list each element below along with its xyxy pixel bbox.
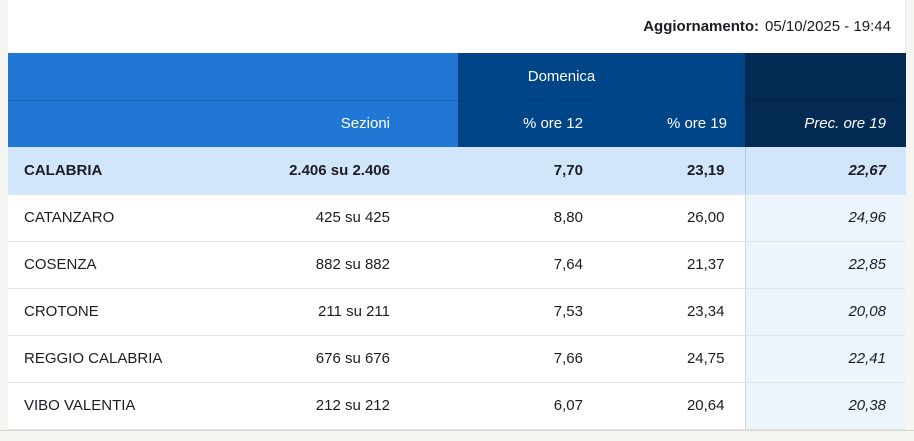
ore12-cell: 8,80 [458,194,601,242]
prec-ore19-cell: 24,96 [744,194,906,242]
table-row: REGGIO CALABRIA 676 su 676 7,66 24,75 22… [8,335,906,383]
sezioni-cell: 425 su 425 [208,194,458,242]
region-name-cell: CROTONE [8,288,208,336]
prec-ore19-cell: 22,85 [744,241,906,289]
page-bottom-strip [0,429,914,435]
sezioni-cell: 212 su 212 [208,382,458,430]
col-header-ore12: % ore 12 [458,100,601,147]
ore19-cell: 24,75 [601,335,745,383]
table-row: CALABRIA 2.406 su 2.406 7,70 23,19 22,67 [8,147,906,195]
col-header-prec-ore19: Prec. ore 19 [745,100,906,147]
group-header-domenica: Domenica [458,53,745,101]
region-name-cell: COSENZA [8,241,208,289]
ore12-cell: 6,07 [458,382,601,430]
sezioni-cell: 2.406 su 2.406 [208,147,458,195]
region-name-cell: REGGIO CALABRIA [8,335,208,383]
sezioni-cell: 676 su 676 [208,335,458,383]
ore19-cell: 20,64 [601,382,745,430]
prec-ore19-cell: 20,38 [744,382,906,430]
ore19-cell: 26,00 [601,194,745,242]
turnout-table: Domenica Sezioni % ore 12 % ore 19 Prec.… [8,53,906,430]
col-header-ore19: % ore 19 [601,100,745,147]
prec-ore19-cell: 22,41 [744,335,906,383]
sezioni-cell: 211 su 211 [208,288,458,336]
ore12-cell: 7,53 [458,288,601,336]
ore19-cell: 23,34 [601,288,745,336]
update-bar: Aggiornamento: 05/10/2025 - 19:44 [8,0,905,53]
col-header-sezioni: Sezioni [208,100,458,147]
ore12-cell: 7,66 [458,335,601,383]
ore12-cell: 7,70 [458,147,601,195]
region-name-cell: CATANZARO [8,194,208,242]
ore12-cell: 7,64 [458,241,601,289]
header-spacer [8,53,458,101]
update-label: Aggiornamento: [643,18,760,35]
header-group-row: Domenica [8,53,906,101]
turnout-panel: Aggiornamento: 05/10/2025 - 19:44 Domeni… [8,0,906,430]
table-row: CROTONE 211 su 211 7,53 23,34 20,08 [8,288,906,336]
table-row: VIBO VALENTIA 212 su 212 6,07 20,64 20,3… [8,382,906,430]
header-spacer-prec [745,53,906,101]
ore19-cell: 21,37 [601,241,745,289]
region-name-cell: VIBO VALENTIA [8,382,208,430]
col-header-territory [8,100,208,147]
ore19-cell: 23,19 [601,147,745,195]
prec-ore19-cell: 20,08 [744,288,906,336]
header-columns-row: Sezioni % ore 12 % ore 19 Prec. ore 19 [8,100,906,147]
region-name-cell: CALABRIA [8,147,208,195]
update-value: 05/10/2025 - 19:44 [765,18,891,35]
table-row: CATANZARO 425 su 425 8,80 26,00 24,96 [8,194,906,242]
table-body: CALABRIA 2.406 su 2.406 7,70 23,19 22,67… [8,147,906,430]
table-row: COSENZA 882 su 882 7,64 21,37 22,85 [8,241,906,289]
prec-ore19-cell: 22,67 [744,147,906,195]
sezioni-cell: 882 su 882 [208,241,458,289]
